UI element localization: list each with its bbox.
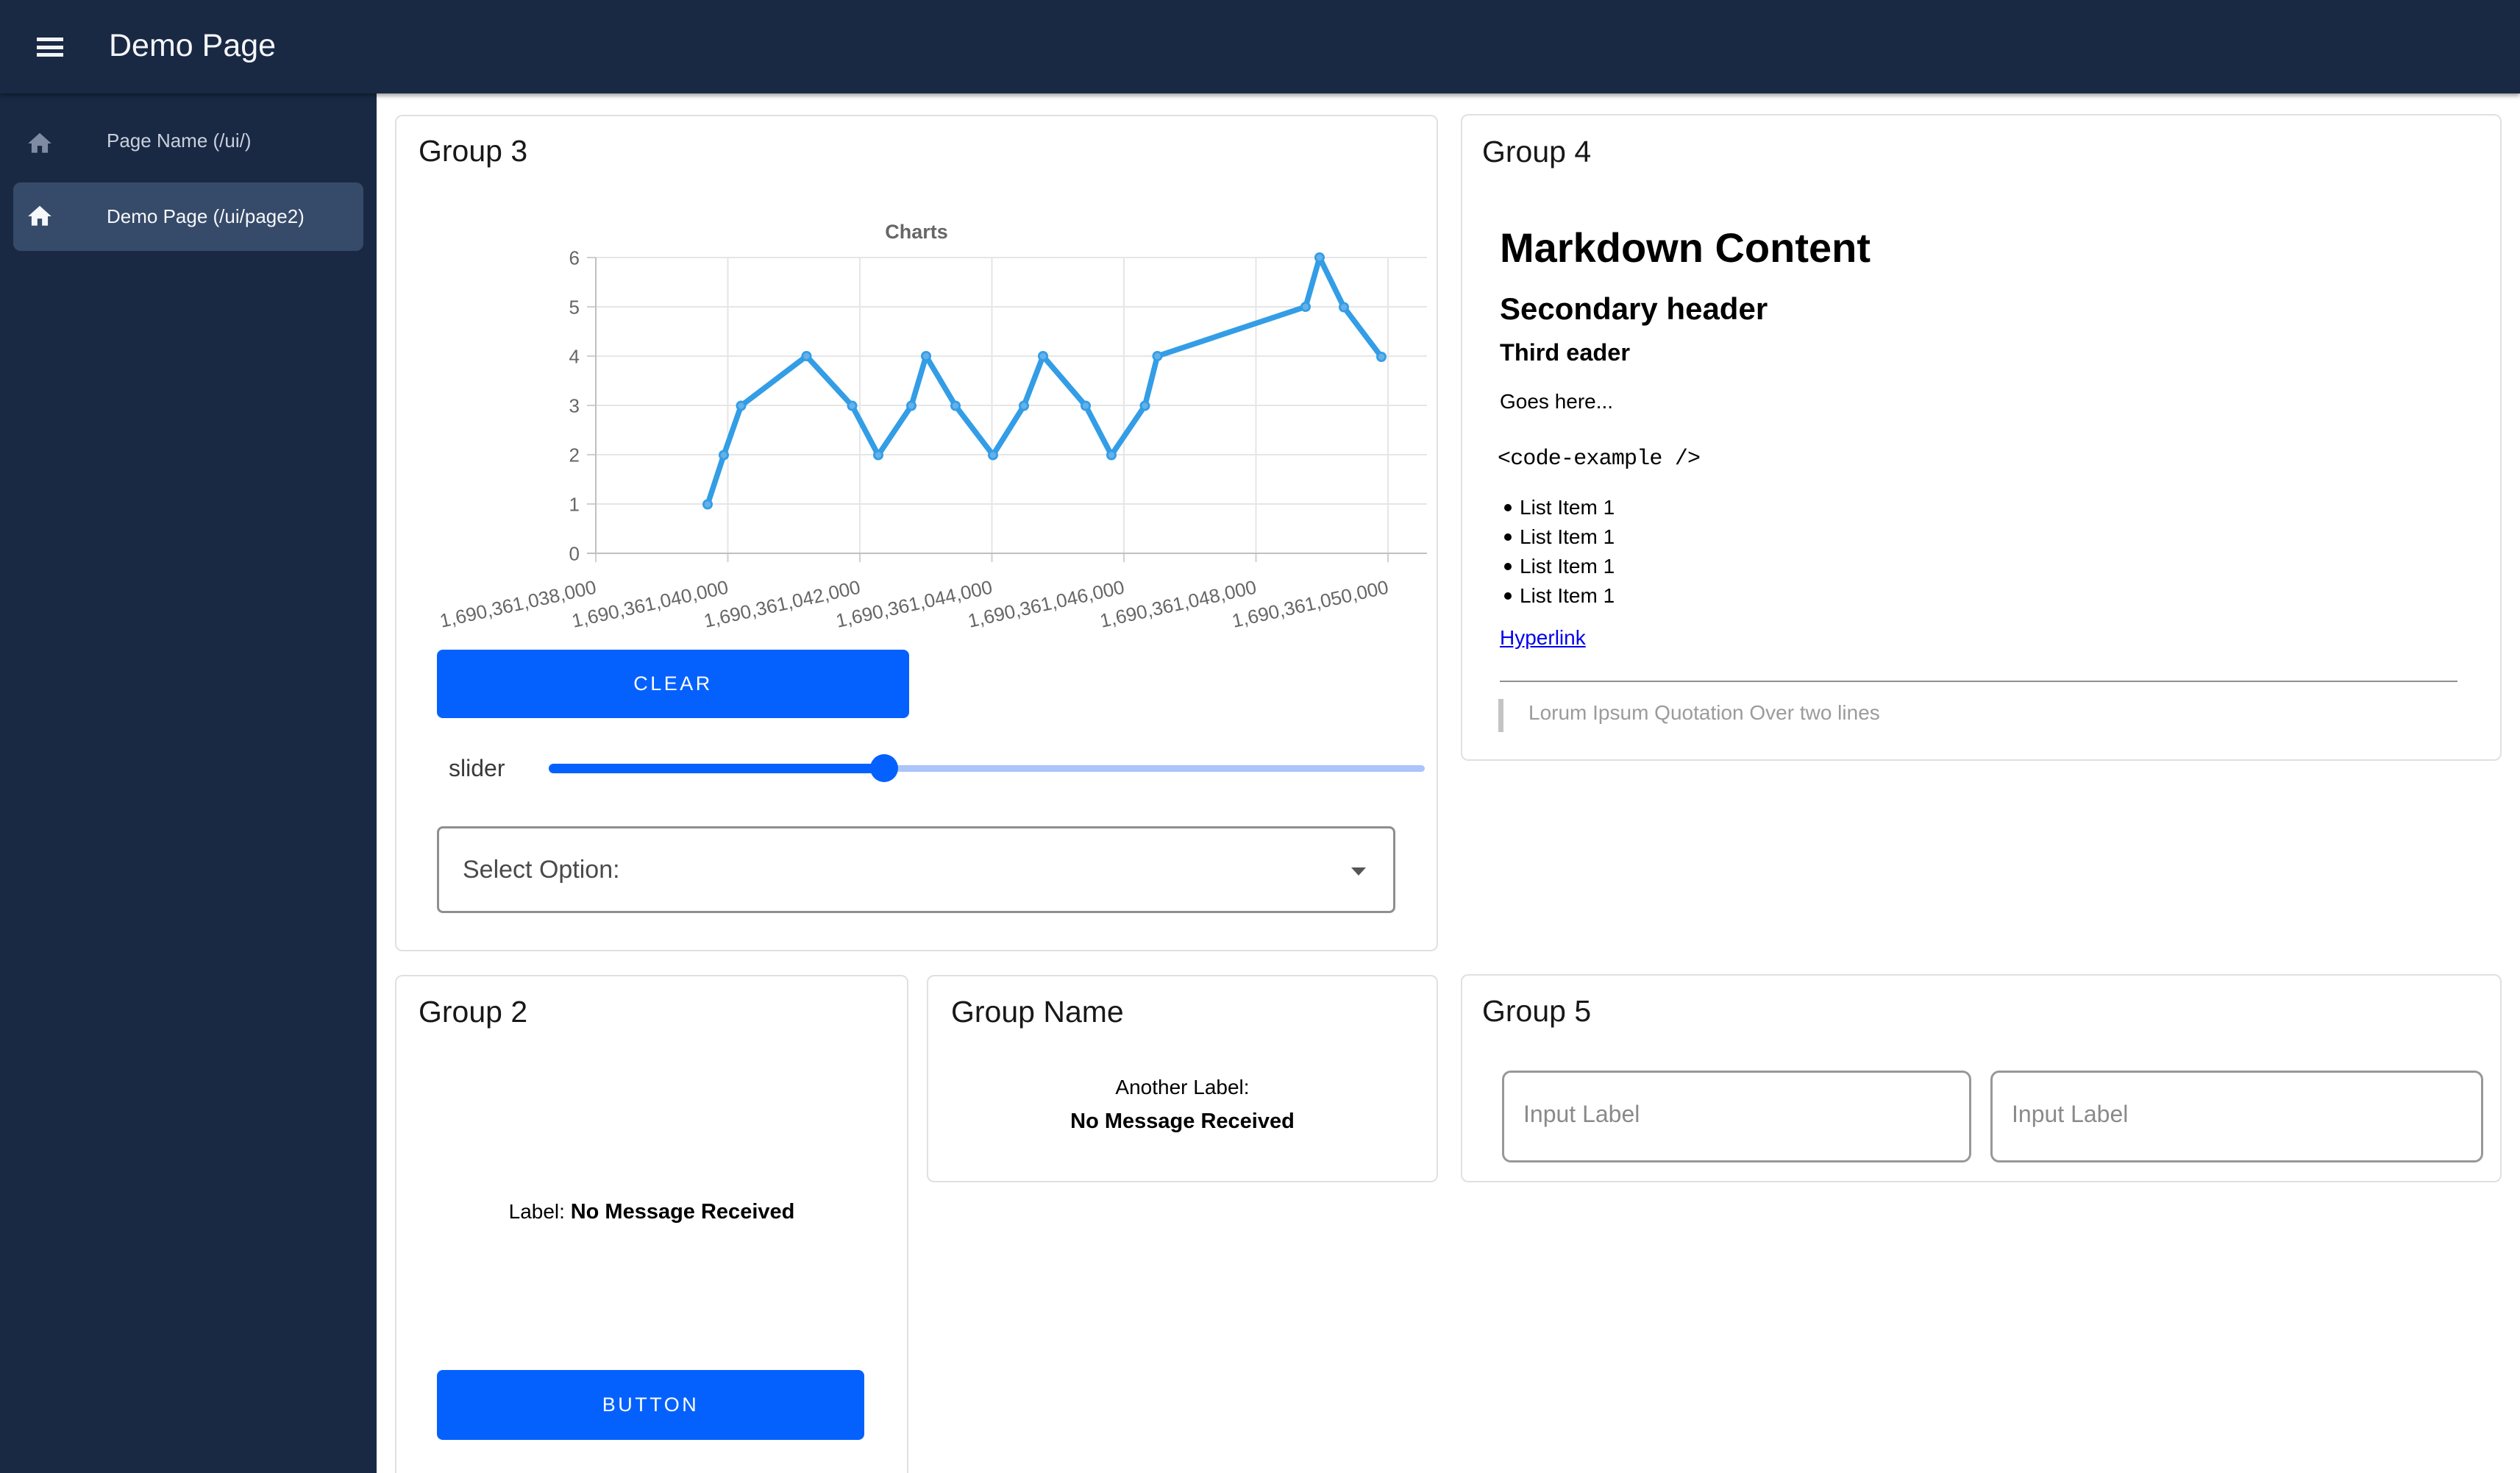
svg-text:Charts: Charts — [885, 221, 948, 243]
svg-text:3: 3 — [569, 395, 580, 417]
svg-text:6: 6 — [569, 247, 580, 269]
svg-text:1: 1 — [569, 494, 580, 516]
svg-text:5: 5 — [569, 297, 580, 319]
svg-text:0: 0 — [569, 543, 580, 565]
svg-text:4: 4 — [569, 346, 580, 368]
svg-text:2: 2 — [569, 444, 580, 466]
